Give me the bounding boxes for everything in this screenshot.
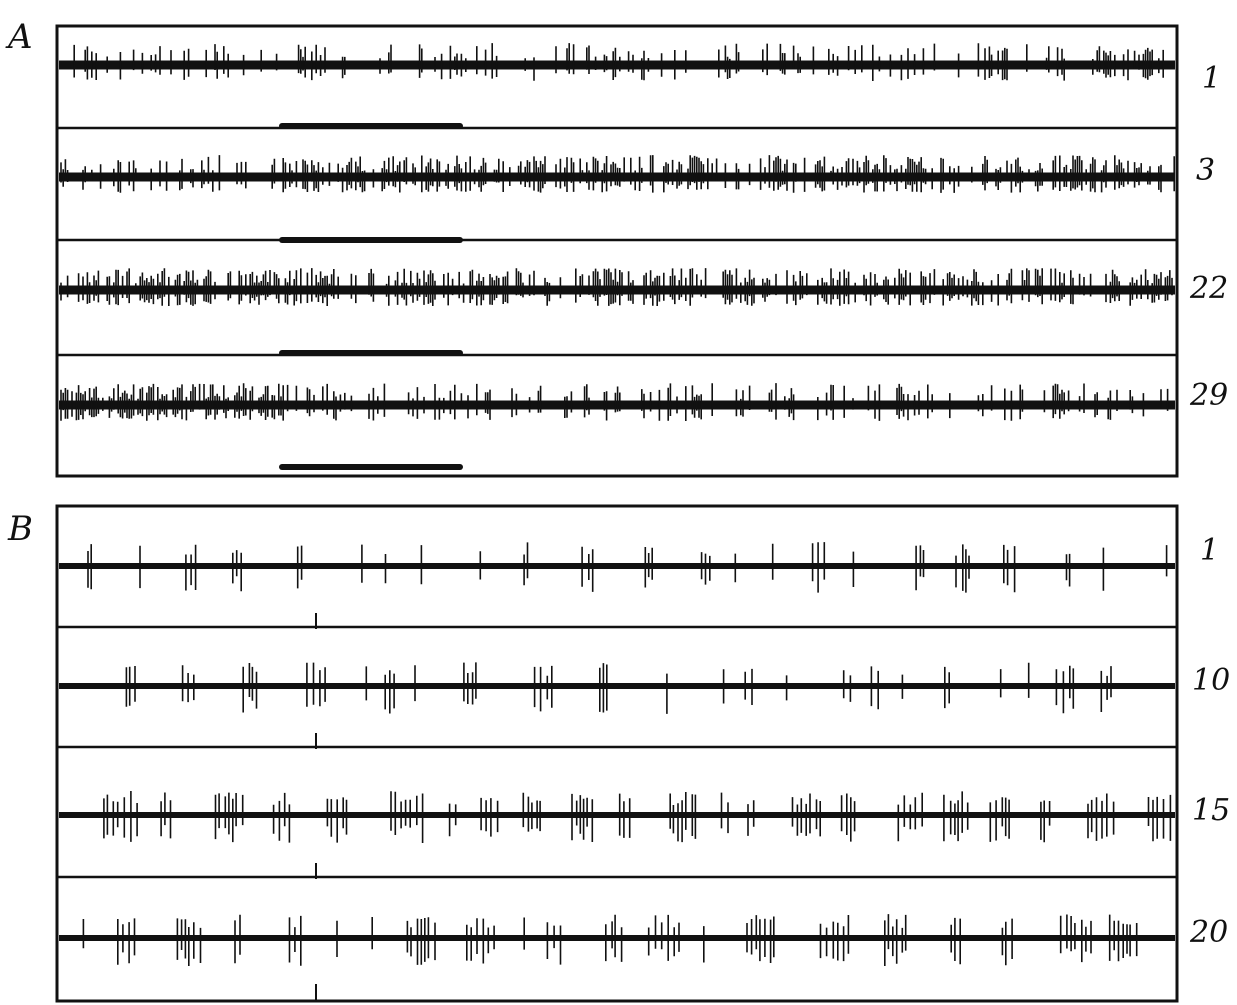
trace-spikes (60, 268, 1173, 306)
trace-a-4 (59, 383, 1175, 470)
trace-spikes (125, 662, 1112, 714)
trace-b-3 (57, 791, 1177, 879)
trace-spikes (103, 791, 1172, 843)
trace-spikes (73, 43, 1164, 81)
trace-b-label-2: 10 (1192, 663, 1230, 698)
panel-b-label: B (7, 509, 33, 549)
trace-b-4 (59, 914, 1175, 1000)
trace-b-2 (57, 662, 1177, 749)
trace-b-label-3: 15 (1192, 793, 1230, 828)
trace-b-label-4: 20 (1189, 915, 1228, 950)
trace-spikes (87, 542, 1168, 593)
trace-b-label-1: 1 (1200, 533, 1219, 568)
trace-b-1 (57, 542, 1177, 629)
trace-spikes (60, 383, 1169, 421)
panel-a-label: A (5, 17, 33, 57)
trace-spikes (82, 914, 1138, 966)
trace-spikes (60, 155, 1175, 193)
panel-a: A 1 3 22 29 (5, 17, 1228, 478)
trace-a-label-1: 1 (1202, 61, 1221, 96)
panel-a-frame (55, 24, 1179, 478)
trace-a-label-3: 22 (1189, 271, 1228, 306)
panel-b-frame (55, 504, 1179, 1003)
trace-a-2 (57, 155, 1177, 243)
panel-b: B 1 10 15 20 (7, 504, 1230, 1003)
panel-b-traces (57, 542, 1177, 1000)
panel-a-traces (57, 43, 1177, 470)
trace-a-label-4: 29 (1189, 378, 1228, 413)
trace-a-3 (57, 268, 1177, 357)
trace-a-1 (57, 43, 1177, 130)
trace-a-label-2: 3 (1196, 153, 1215, 188)
